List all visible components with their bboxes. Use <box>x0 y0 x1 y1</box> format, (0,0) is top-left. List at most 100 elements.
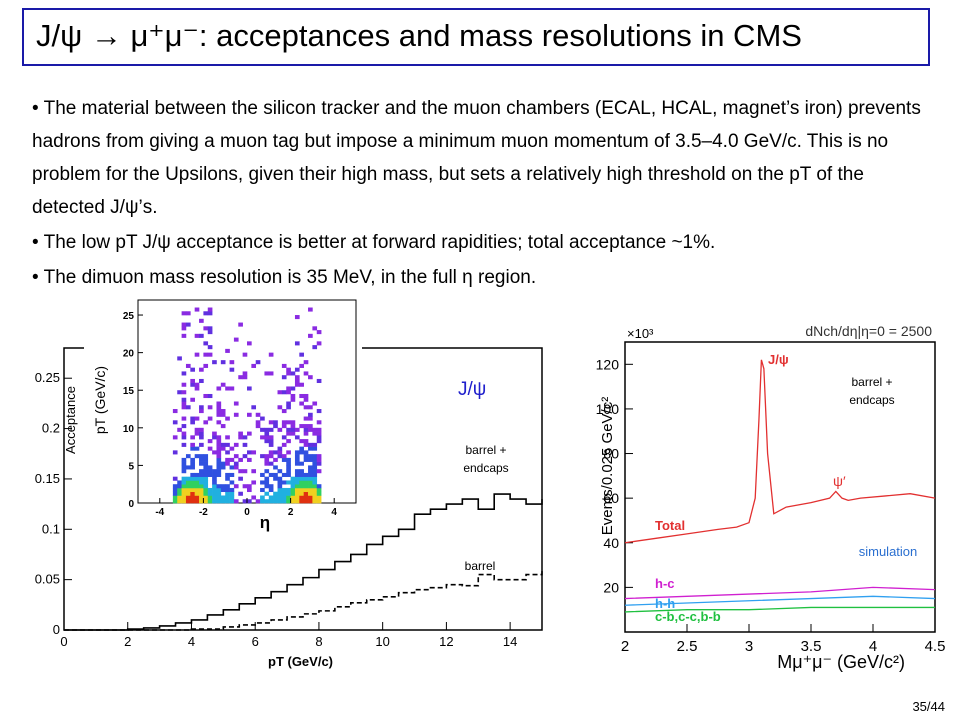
heatmap-cell <box>281 442 287 447</box>
heatmap-cell <box>316 378 322 384</box>
heatmap-cell <box>273 424 278 429</box>
heatmap-cell <box>220 360 226 365</box>
mass-x-tick-label: 4 <box>869 638 877 655</box>
heatmap-cell <box>190 472 195 477</box>
heatmap-cell <box>216 405 222 410</box>
heatmap-cell <box>229 480 235 485</box>
heatmap-cell <box>199 367 204 372</box>
heatmap-cell <box>212 495 217 500</box>
heatmap-cell <box>190 476 195 481</box>
heatmap-cell <box>203 484 209 489</box>
heatmap-cell <box>207 495 213 500</box>
mass-series-h-c <box>624 586 936 600</box>
heatmap-y-tick-label: 25 <box>123 311 135 322</box>
heatmap-cell <box>316 499 322 504</box>
heatmap-cell <box>194 307 200 312</box>
heatmap-cell <box>207 307 213 312</box>
heatmap-cell <box>277 499 283 504</box>
heatmap-cell <box>277 446 283 451</box>
heatmap-cell <box>264 476 270 481</box>
heatmap-cell <box>290 371 296 376</box>
heatmap-cell <box>181 461 187 466</box>
heatmap-cell <box>238 375 243 380</box>
heatmap-cell <box>242 442 248 447</box>
heatmap-cell <box>273 420 278 425</box>
heatmap-cell <box>181 326 187 331</box>
heatmap-cell <box>207 446 213 451</box>
heatmap-cell <box>238 457 243 462</box>
heatmap-cell <box>290 480 296 485</box>
heatmap-cell <box>220 487 226 493</box>
heatmap-cell <box>203 341 209 346</box>
slide-title: J/ψ → μ⁺μ⁻: acceptances and mass resolut… <box>36 18 802 53</box>
acceptance-annotation-barrel: barrel <box>465 559 496 573</box>
heatmap-cell <box>251 405 257 410</box>
mass-y-tick-label: 100 <box>596 401 620 417</box>
heatmap-cell <box>190 420 195 425</box>
heatmap-cell <box>229 487 235 493</box>
heatmap-cell <box>181 371 187 376</box>
heatmap-cell <box>251 363 257 368</box>
heatmap-cell <box>181 487 187 493</box>
heatmap-cell <box>268 499 274 504</box>
heatmap-y-tick-label: 15 <box>123 386 135 397</box>
heatmap-cell <box>199 495 204 500</box>
acceptance-x-tick-label: 6 <box>252 634 259 649</box>
heatmap-cell <box>303 416 309 421</box>
heatmap-cell <box>290 397 296 402</box>
heatmap-cell <box>294 427 300 432</box>
heatmap-cell <box>181 431 187 436</box>
heatmap-cell <box>242 375 248 380</box>
heatmap-cell <box>172 450 178 455</box>
heatmap-cell <box>286 469 291 474</box>
acceptance-series-barrel-endcaps <box>64 493 543 631</box>
heatmap-cell <box>286 457 291 462</box>
heatmap-cell <box>264 371 270 376</box>
acceptance-jpsi-label: J/ψ <box>458 379 486 400</box>
heatmap-cell <box>268 487 274 493</box>
heatmap-cell <box>216 465 222 470</box>
heatmap-cell <box>299 363 304 368</box>
heatmap-cell <box>251 469 257 474</box>
heatmap-cell <box>216 469 222 474</box>
heatmap-cell <box>225 435 230 440</box>
heatmap-cell <box>294 315 300 320</box>
heatmap-cell <box>207 439 213 444</box>
heatmap-cell <box>242 484 248 489</box>
heatmap-cell <box>294 378 300 384</box>
heatmap-cell <box>177 484 182 489</box>
heatmap-cell <box>185 311 191 316</box>
heatmap-cell <box>290 431 296 436</box>
heatmap-cell <box>233 337 239 342</box>
heatmap-cell <box>207 491 213 496</box>
heatmap-cell <box>172 476 178 481</box>
heatmap-cell <box>268 472 274 477</box>
heatmap-cell <box>277 484 283 489</box>
heatmap-cell <box>181 484 187 489</box>
heatmap-cell <box>299 450 304 455</box>
heatmap-cell <box>190 499 195 504</box>
heatmap-cell <box>207 352 213 357</box>
heatmap-cell <box>225 450 230 455</box>
heatmap-cell <box>181 397 187 402</box>
heatmap-cell <box>216 491 222 496</box>
mass-annotation-psiprime: ψ′ <box>833 473 846 489</box>
heatmap-cell <box>316 435 322 440</box>
heatmap-cell <box>194 333 200 338</box>
heatmap-cell <box>264 480 270 485</box>
heatmap-cell <box>190 491 195 496</box>
heatmap-x-tick-label: -2 <box>199 507 208 518</box>
heatmap-cell <box>308 465 313 470</box>
heatmap-cell <box>233 465 239 470</box>
heatmap-cell <box>299 487 304 493</box>
heatmap-cell <box>216 420 222 425</box>
mass-legend-label: c-b,c-c,b-b <box>655 609 721 624</box>
heatmap-cell <box>290 393 296 399</box>
heatmap-cell <box>185 476 191 481</box>
heatmap-cell <box>181 401 187 406</box>
heatmap-cell <box>281 495 287 500</box>
heatmap-cell <box>316 341 322 346</box>
heatmap-cell <box>303 499 309 504</box>
heatmap-cell <box>216 412 222 417</box>
heatmap-cell <box>199 499 204 504</box>
